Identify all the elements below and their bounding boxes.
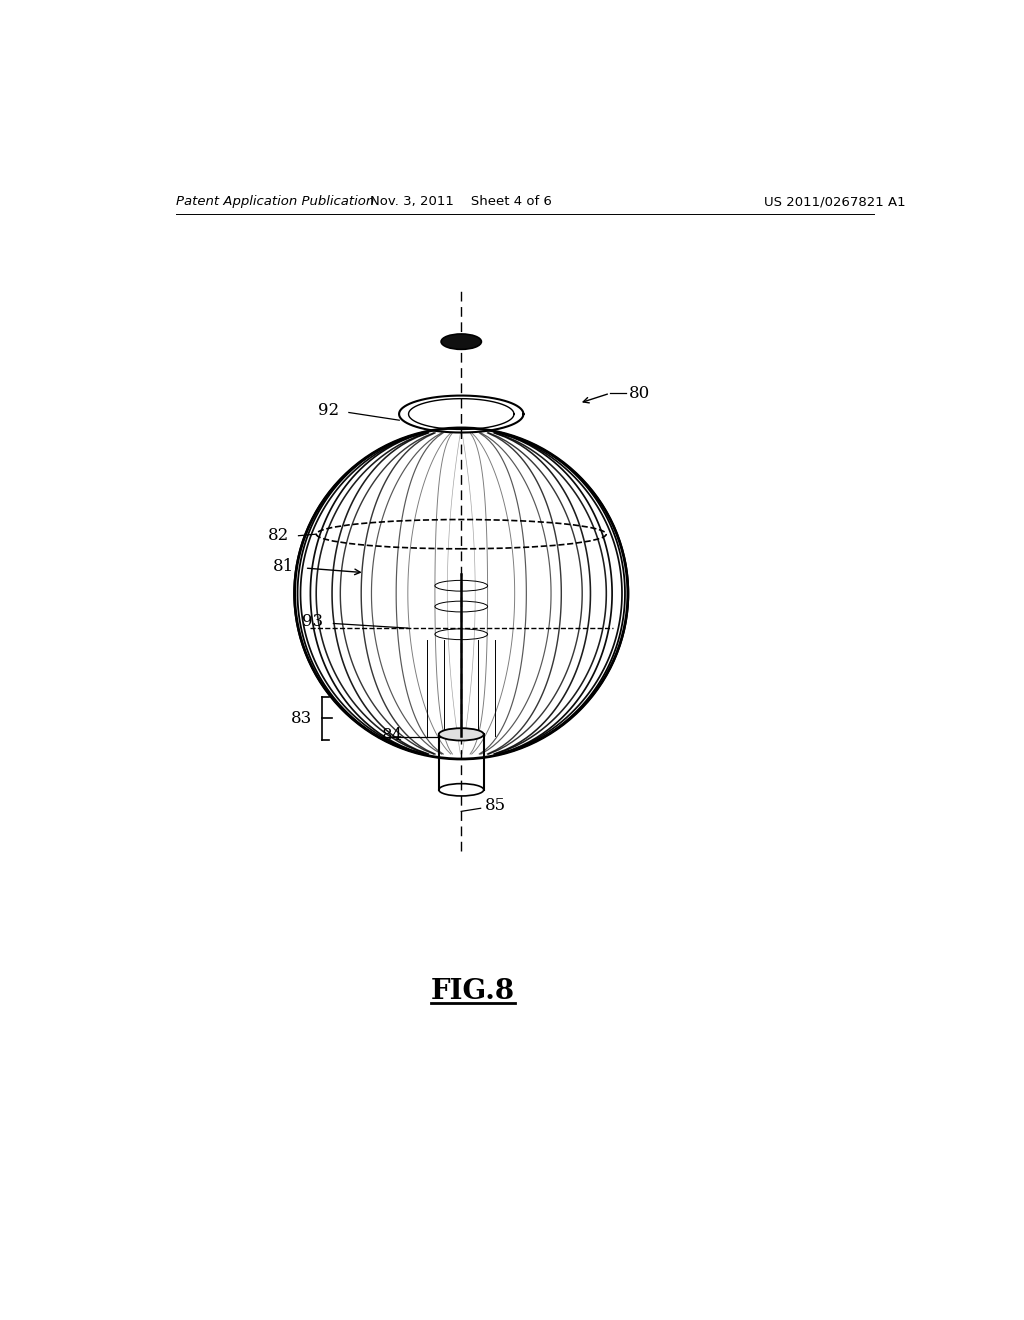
- Text: 83: 83: [291, 710, 312, 727]
- Text: 85: 85: [484, 797, 506, 814]
- Text: US 2011/0267821 A1: US 2011/0267821 A1: [764, 195, 905, 209]
- Ellipse shape: [438, 729, 483, 741]
- Text: 93: 93: [302, 612, 324, 630]
- Text: 82: 82: [268, 527, 289, 544]
- Text: 92: 92: [317, 401, 339, 418]
- Text: 81: 81: [272, 558, 294, 576]
- Text: FIG.8: FIG.8: [431, 978, 515, 1005]
- Text: Patent Application Publication: Patent Application Publication: [176, 195, 375, 209]
- Ellipse shape: [441, 334, 481, 350]
- Text: 80: 80: [629, 384, 650, 401]
- Text: Nov. 3, 2011    Sheet 4 of 6: Nov. 3, 2011 Sheet 4 of 6: [371, 195, 552, 209]
- Text: 84: 84: [382, 727, 403, 744]
